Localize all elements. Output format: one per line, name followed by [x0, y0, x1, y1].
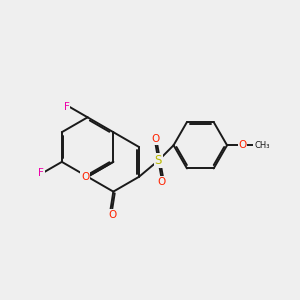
- Text: CH₃: CH₃: [254, 141, 270, 150]
- Text: O: O: [109, 209, 117, 220]
- Text: O: O: [238, 140, 247, 150]
- Text: F: F: [64, 102, 70, 112]
- Text: S: S: [155, 154, 162, 167]
- Text: O: O: [81, 172, 89, 182]
- Text: O: O: [151, 134, 159, 144]
- Text: O: O: [158, 177, 166, 187]
- Text: F: F: [38, 168, 44, 178]
